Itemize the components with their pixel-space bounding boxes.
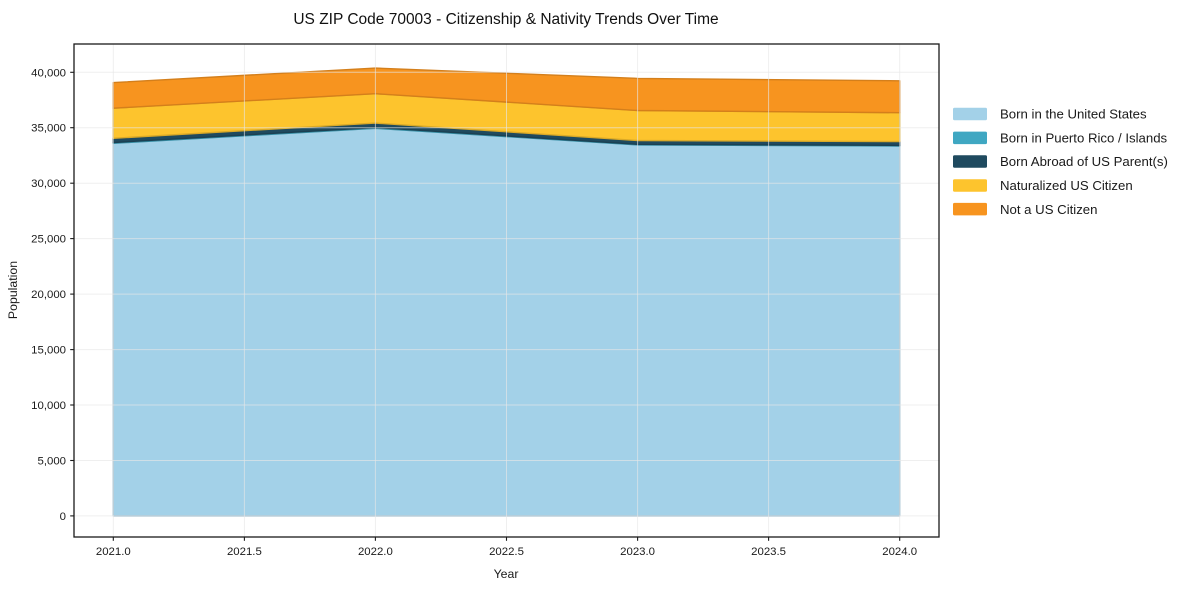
- axes: [70, 43, 940, 541]
- ytick-label-25000: 25,000: [31, 234, 66, 246]
- tick-labels: 0 5,000 10,000 15,000 20,000 25,000 30,000 35,0…: [31, 67, 917, 558]
- legend-item-born-in-puerto-rico-islands: Born in Puerto Rico / Islands: [953, 130, 1168, 145]
- xtick-label-2022.0: 2022.0: [358, 546, 393, 558]
- legend-label: Naturalized US Citizen: [1000, 178, 1133, 193]
- legend-item-born-in-the-united-states: Born in the United States: [953, 107, 1147, 122]
- legend-swatch-icon: [953, 107, 987, 121]
- chart-title: US ZIP Code 70003 - Citizenship & Nativi…: [293, 11, 718, 28]
- ytick-label-15000: 15,000: [31, 345, 66, 357]
- legend-item-not-a-us-citizen: Not a US Citizen: [953, 202, 1097, 217]
- legend-item-born-abroad-of-us-parent-s: Born Abroad of US Parent(s): [953, 154, 1168, 169]
- legend-swatch-icon: [953, 202, 987, 216]
- xtick-label-2021.0: 2021.0: [96, 546, 131, 558]
- xtick-label-2023.0: 2023.0: [620, 546, 655, 558]
- ytick-label-35000: 35,000: [31, 123, 66, 135]
- ytick-label-0: 0: [60, 511, 66, 523]
- ytick-label-30000: 30,000: [31, 178, 66, 190]
- xtick-label-2023.5: 2023.5: [751, 546, 786, 558]
- legend-label: Not a US Citizen: [1000, 202, 1097, 217]
- y-axis-label: Population: [6, 261, 20, 319]
- ytick-label-40000: 40,000: [31, 67, 66, 79]
- ytick-label-5000: 5,000: [37, 456, 66, 468]
- xtick-label-2021.5: 2021.5: [227, 546, 262, 558]
- legend-label: Born Abroad of US Parent(s): [1000, 154, 1168, 169]
- gridlines: [74, 44, 939, 537]
- xtick-label-2022.5: 2022.5: [489, 546, 524, 558]
- legend-label: Born in the United States: [1000, 107, 1147, 122]
- legend-swatch-icon: [953, 179, 987, 192]
- ytick-label-10000: 10,000: [31, 400, 66, 412]
- legend: Born in the United States Born in Puerto …: [953, 107, 1168, 217]
- legend-label: Born in Puerto Rico / Islands: [1000, 130, 1168, 145]
- legend-swatch-icon: [953, 131, 987, 145]
- legend-item-naturalized-us-citizen: Naturalized US Citizen: [953, 178, 1133, 193]
- xtick-label-2024.0: 2024.0: [882, 546, 917, 558]
- legend-swatch-icon: [953, 155, 987, 168]
- x-axis-label: Year: [494, 567, 519, 581]
- ytick-label-20000: 20,000: [31, 289, 66, 301]
